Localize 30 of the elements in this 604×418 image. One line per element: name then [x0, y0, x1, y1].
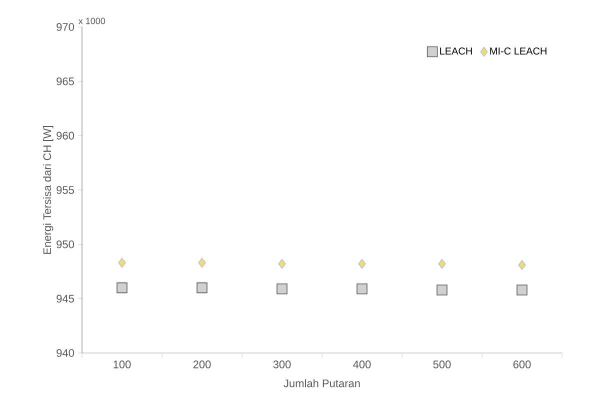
point: [518, 260, 526, 270]
y-tick-label: 945: [56, 294, 74, 303]
point: [276, 283, 288, 294]
legend-label: LEACH: [440, 48, 472, 55]
y-tick-label: 950: [56, 240, 74, 248]
x-tick-label: 100: [114, 360, 131, 368]
x-tick-label: 500: [433, 360, 451, 368]
point: [116, 282, 128, 294]
legend-label: MI-C LEACH: [490, 48, 546, 55]
point: [278, 258, 286, 269]
point: [358, 258, 366, 269]
x-tick-label: 600: [513, 360, 531, 368]
x-tick-label: 400: [353, 360, 371, 368]
point: [118, 258, 126, 268]
y-axis-title: Energi Tersisa dari CH [W]: [43, 126, 54, 254]
point: [436, 284, 448, 296]
y-tick-label: 965: [56, 77, 74, 86]
point: [516, 284, 528, 296]
point: [438, 258, 446, 269]
y-tick-label: 960: [56, 132, 74, 140]
y-tick-label: 955: [56, 186, 74, 194]
y-tick-label: 940: [56, 349, 74, 357]
y-tick-label: 970: [56, 23, 74, 31]
text: x 1000: [78, 18, 106, 24]
point: [196, 282, 208, 294]
x-tick-label: 300: [273, 360, 291, 368]
point: [198, 258, 206, 268]
x-axis-title: Jumlah Putaran: [284, 379, 360, 388]
x-tick-label: 200: [193, 360, 211, 368]
point: [356, 283, 368, 294]
